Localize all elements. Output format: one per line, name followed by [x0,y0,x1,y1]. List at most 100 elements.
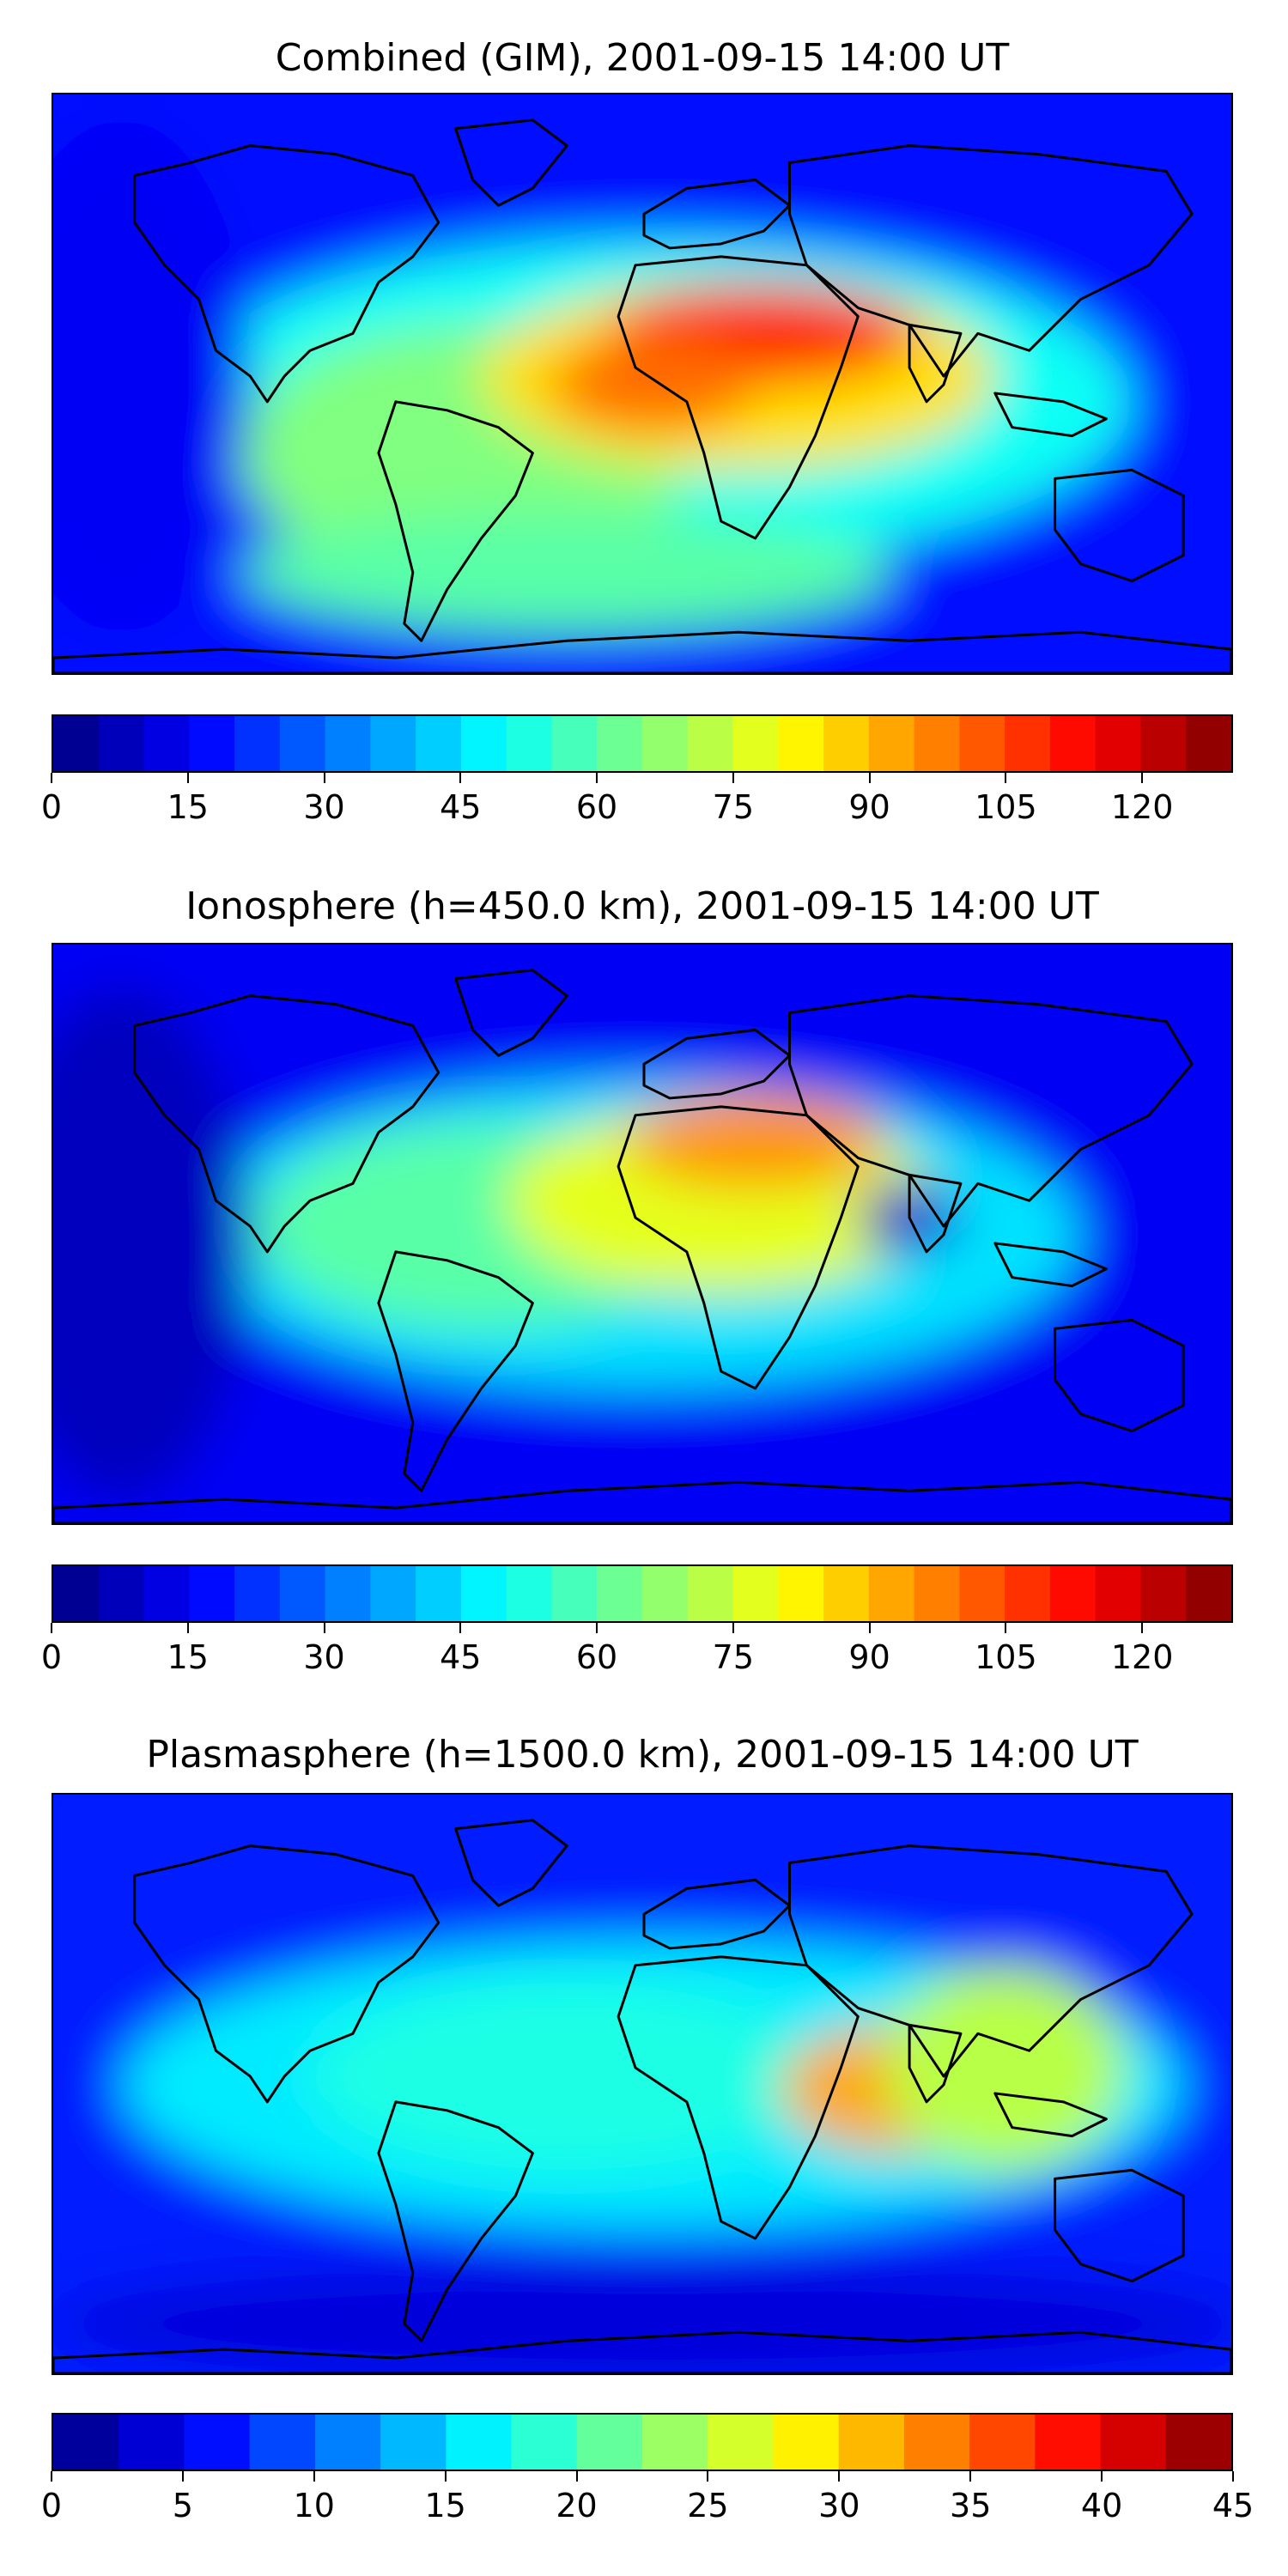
colorbar-tick-label: 30 [303,788,345,826]
coastline [642,1028,791,1100]
colorbar-tick-label: 10 [293,2487,335,2524]
colorbar-tick-label: 105 [975,788,1037,826]
colorbar-tick [1141,1623,1144,1633]
coastline [788,994,1194,1228]
heatmap-ionosphere [53,945,1231,1523]
colorbar-bin [416,716,462,771]
coastline [454,118,568,207]
colorbar-tick [868,773,871,783]
colorbar-bin [314,2415,381,2470]
coastline [908,2023,963,2104]
colorbar-tick [323,773,325,783]
colorbar-bin [1140,1566,1187,1621]
coastline [133,1844,440,2104]
colorbar-bin [511,2415,578,2470]
coastline [993,2092,1108,2138]
colorbar-bin [551,716,598,771]
colorbar-bin [416,1566,462,1621]
plasmasphere-field [53,1795,1231,2373]
colorbar-tick-label: 90 [848,788,890,826]
colorbar-bin [1165,2415,1231,2470]
coastline [53,1480,1231,1523]
colorbar-tick [459,1623,462,1633]
colorbar-bin [1140,716,1187,771]
colorbar-tick [575,2471,578,2482]
colorbar-bin [118,2415,185,2470]
colorbar-tick-label: 5 [172,2487,193,2524]
colorbar-bin [903,2415,970,2470]
colorbar-tick [51,773,52,783]
colorbar-bin [370,716,416,771]
colorbar-bin [597,716,643,771]
colorbar-bin [642,716,689,771]
colorbar-tick [1141,773,1144,783]
panel-title-gim: Combined (GIM), 2001-09-15 14:00 UT [275,36,1010,80]
heatmap-plasmasphere [53,1795,1231,2373]
colorbar-tick [444,2471,447,2482]
colorbar-tick-label: 30 [303,1638,345,1676]
colorbar-tick-label: 120 [1110,788,1174,826]
colorbar-tick-label: 0 [40,2487,63,2524]
colorbar-bin [53,1566,100,1621]
colorbar-tick [868,1623,871,1633]
colorbar-bin [446,2415,513,2470]
coastline [454,1819,568,1907]
colorbar-bin [1005,1566,1051,1621]
colorbar-ionosphere-ticks: 0 15 30 45 60 75 90 105 120 [41,1623,1233,1676]
colorbar-tick [186,1623,189,1633]
colorbar-bin [868,716,915,771]
colorbar-bin [969,2415,1036,2470]
colorbar-bin [506,716,553,771]
colorbar-bin [868,1566,915,1621]
colorbar-bin [959,716,1005,771]
colorbar-bin [184,2415,251,2470]
colorbar-tick-label: 25 [687,2487,729,2524]
colorbar-ionosphere-bins [53,1566,1231,1621]
panel-title-ionosphere: Ionosphere (h=450.0 km), 2001-09-15 14:0… [185,884,1099,928]
colorbar-tick-label: 75 [712,1638,755,1676]
coastline [1054,2168,1185,2283]
colorbar-tick-label: 40 [1080,2487,1123,2524]
colorbar-tick-label: 30 [818,2487,860,2524]
colorbar-bin [1095,1566,1142,1621]
colorbar-bin [370,1566,416,1621]
colorbar-tick-label: 90 [848,1638,890,1676]
colorbar-bin [189,716,235,771]
colorbar-bin [460,716,507,771]
colorbar-tick-label: 45 [440,788,482,826]
colorbar-tick-label: 0 [40,788,63,826]
colorbar-tick-label: 120 [1110,1638,1174,1676]
colorbar-bin [143,716,190,771]
colorbar-tick [186,773,189,783]
colorbar-tick-label: 35 [950,2487,992,2524]
colorbar-bin [838,2415,905,2470]
coastline [377,1250,534,1492]
colorbar-tick-label: 15 [167,788,209,826]
heatmap-gim [53,94,1231,673]
colorbar-tick [181,2471,184,2482]
colorbar-gim-bins [53,716,1231,771]
colorbar-bin [1049,716,1097,771]
coastlines [53,118,1231,673]
colorbar-ionosphere [52,1564,1233,1623]
colorbar-tick [732,1623,734,1633]
colorbar-bin [597,1566,643,1621]
field-region [310,1982,824,2171]
coastline [788,144,1194,378]
colorbar-bin [773,2415,840,2470]
panel-title-plasmasphere: Plasmasphere (h=1500.0 km), 2001-09-15 1… [146,1733,1139,1777]
colorbar-bin [1100,2415,1167,2470]
colorbar-bin [642,1566,689,1621]
colorbar-bin [98,1566,145,1621]
colorbar-gim-ticks: 0 15 30 45 60 75 90 105 120 [41,773,1233,826]
map-panel-gim [52,93,1233,675]
coastline [788,1844,1194,2078]
coastline [133,144,440,404]
colorbar-bin [687,1566,734,1621]
colorbar-bin [98,716,145,771]
colorbar-tick-label: 60 [575,788,618,826]
colorbar-bin [732,716,779,771]
coastlines [53,1819,1231,2373]
colorbar-tick [707,2471,709,2482]
colorbar-tick [732,773,734,783]
